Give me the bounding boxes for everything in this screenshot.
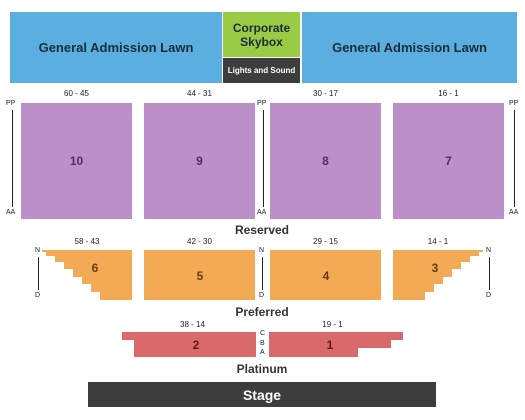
reserved-row-line-mid bbox=[263, 110, 264, 207]
section-1[interactable]: 1 bbox=[269, 332, 403, 357]
reserved-row-bottom-right: AA bbox=[509, 209, 519, 216]
platinum-zone-label: Platinum bbox=[236, 362, 288, 376]
section-6-seat-range: 58 - 43 bbox=[74, 237, 100, 246]
section-4-seat-range: 29 - 15 bbox=[313, 237, 338, 246]
preferred-row-top-right: N bbox=[486, 247, 492, 254]
section-7-label: 7 bbox=[445, 154, 452, 168]
preferred-zone-label: Preferred bbox=[235, 305, 289, 319]
section-8[interactable]: 8 bbox=[270, 103, 381, 219]
general-admission-lawn-left[interactable]: General Admission Lawn bbox=[10, 12, 222, 83]
section-4-shape[interactable] bbox=[270, 250, 381, 300]
section-10-seat-range: 60 - 45 bbox=[64, 89, 89, 98]
reserved-row-bottom-mid: AA bbox=[257, 209, 267, 216]
general-admission-lawn-right[interactable]: General Admission Lawn bbox=[302, 12, 517, 83]
section-8-label: 8 bbox=[322, 154, 329, 168]
platinum-row-a: A bbox=[260, 349, 265, 356]
section-2-seat-range: 38 - 14 bbox=[180, 320, 205, 329]
section-1-label: 1 bbox=[327, 338, 334, 352]
section-3-seat-range: 14 - 1 bbox=[427, 237, 449, 246]
platinum-row-c: C bbox=[260, 330, 266, 337]
section-5-seat-range: 42 - 30 bbox=[187, 237, 212, 246]
section-2-shape[interactable] bbox=[122, 332, 256, 357]
reserved-row-line-right bbox=[514, 110, 515, 207]
preferred-row-bottom-right: D bbox=[486, 292, 492, 299]
preferred-row-line-left bbox=[38, 257, 39, 290]
reserved-row-top-right: PP bbox=[509, 100, 519, 107]
stage: Stage bbox=[88, 382, 436, 407]
preferred-row-top-mid: N bbox=[259, 247, 265, 254]
section-9-label: 9 bbox=[196, 154, 203, 168]
lawn-right-label: General Admission Lawn bbox=[332, 40, 487, 55]
section-3-label: 3 bbox=[432, 261, 439, 275]
lights-and-sound: Lights and Sound bbox=[223, 58, 300, 83]
section-8-seat-range: 30 - 17 bbox=[313, 89, 338, 98]
section-4-label: 4 bbox=[323, 269, 330, 283]
preferred-row-bottom-left: D bbox=[35, 292, 41, 299]
lights-sound-label: Lights and Sound bbox=[227, 66, 296, 75]
section-6-shape[interactable] bbox=[42, 250, 132, 300]
lawn-left-label: General Admission Lawn bbox=[38, 40, 194, 55]
preferred-row-line-right bbox=[489, 257, 490, 290]
section-10[interactable]: 10 bbox=[21, 103, 132, 219]
stage-label: Stage bbox=[242, 386, 282, 403]
preferred-row-line-mid bbox=[262, 257, 263, 290]
section-5-label: 5 bbox=[197, 269, 204, 283]
reserved-row-line-left bbox=[12, 110, 13, 207]
preferred-row-bottom-mid: D bbox=[259, 292, 265, 299]
section-5[interactable]: 5 bbox=[144, 250, 255, 300]
section-10-label: 10 bbox=[69, 154, 84, 168]
section-9[interactable]: 9 bbox=[144, 103, 255, 219]
reserved-row-top-mid: PP bbox=[257, 100, 267, 107]
platinum-row-b: B bbox=[260, 340, 265, 347]
section-5-shape[interactable] bbox=[144, 250, 255, 300]
reserved-row-bottom-left: AA bbox=[6, 209, 16, 216]
skybox-label-line2: Skybox bbox=[240, 34, 283, 49]
section-3-shape[interactable] bbox=[393, 250, 483, 300]
section-7[interactable]: 7 bbox=[393, 103, 504, 219]
reserved-zone-label: Reserved bbox=[234, 223, 290, 237]
section-1-seat-range: 19 - 1 bbox=[322, 320, 343, 329]
corporate-skybox[interactable]: Corporate Skybox bbox=[223, 12, 300, 57]
skybox-label-line1: Corporate bbox=[232, 20, 291, 35]
section-2[interactable]: 2 bbox=[122, 332, 256, 357]
section-6-label: 6 bbox=[92, 261, 99, 275]
section-1-shape[interactable] bbox=[269, 332, 403, 357]
section-2-label: 2 bbox=[193, 338, 200, 352]
section-4[interactable]: 4 bbox=[270, 250, 381, 300]
reserved-row-top-left: PP bbox=[6, 100, 16, 107]
section-3[interactable]: 3 bbox=[393, 250, 483, 300]
section-7-seat-range: 16 - 1 bbox=[438, 89, 459, 98]
preferred-row-top-left: N bbox=[35, 247, 41, 254]
section-9-seat-range: 44 - 31 bbox=[187, 89, 212, 98]
section-6[interactable]: 6 bbox=[42, 250, 132, 300]
